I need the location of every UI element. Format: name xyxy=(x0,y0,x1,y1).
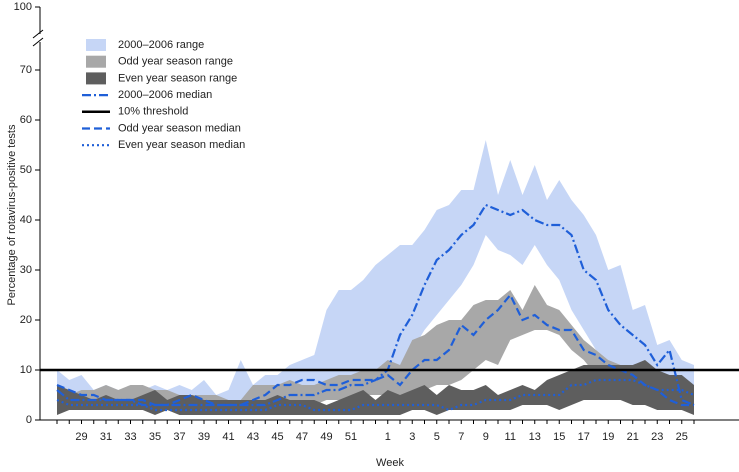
x-tick-label: 47 xyxy=(296,431,308,443)
y-axis-title: Percentage of rotavirus-positive tests xyxy=(6,124,18,305)
y-tick-label: 0 xyxy=(26,414,32,426)
legend-swatch xyxy=(86,55,106,68)
x-tick-label: 39 xyxy=(198,431,210,443)
x-tick-label: 3 xyxy=(409,431,415,443)
x-tick-label: 45 xyxy=(271,431,283,443)
x-tick-label: 41 xyxy=(222,431,234,443)
x-tick-label: 35 xyxy=(149,431,161,443)
legend-label: 10% threshold xyxy=(118,106,188,118)
x-tick-label: 13 xyxy=(529,431,541,443)
x-tick-label: 1 xyxy=(385,431,391,443)
y-tick-label: 30 xyxy=(20,264,32,276)
legend-label: 2000–2006 median xyxy=(118,89,212,101)
y-tick-label: 100 xyxy=(14,1,32,13)
x-tick-label: 23 xyxy=(651,431,663,443)
range-band xyxy=(57,360,694,415)
x-tick-label: 37 xyxy=(173,431,185,443)
x-axis-title: Week xyxy=(376,457,404,469)
axis-break-mark xyxy=(32,37,44,47)
y-tick-label: 50 xyxy=(20,164,32,176)
x-tick-label: 19 xyxy=(602,431,614,443)
axis-break-gap xyxy=(34,34,46,42)
x-tick-label: 31 xyxy=(100,431,112,443)
y-tick-label: 40 xyxy=(20,214,32,226)
legend-label: 2000–2006 range xyxy=(118,39,204,51)
x-tick-label: 25 xyxy=(676,431,688,443)
legend-swatch xyxy=(86,39,106,51)
x-tick-label: 15 xyxy=(553,431,565,443)
x-tick-label: 43 xyxy=(247,431,259,443)
legend-label: Even year season median xyxy=(118,139,245,151)
x-tick-label: 49 xyxy=(320,431,332,443)
legend-label: Odd year season range xyxy=(118,56,233,68)
y-tick-label: 20 xyxy=(20,314,32,326)
x-tick-label: 5 xyxy=(434,431,440,443)
axis-break-mark xyxy=(32,29,44,39)
x-tick-label: 9 xyxy=(483,431,489,443)
x-tick-label: 33 xyxy=(124,431,136,443)
median-line xyxy=(56,292,694,407)
y-tick-label: 10 xyxy=(20,364,32,376)
x-tick-label: 17 xyxy=(578,431,590,443)
legend-label: Odd year season median xyxy=(118,122,241,134)
range-band xyxy=(57,140,694,410)
x-tick-label: 21 xyxy=(627,431,639,443)
legend-label: Even year season range xyxy=(118,72,237,84)
x-tick-label: 51 xyxy=(345,431,357,443)
x-tick-label: 7 xyxy=(458,431,464,443)
y-tick-label: 60 xyxy=(20,114,32,126)
legend-swatch xyxy=(86,72,106,85)
x-tick-label: 29 xyxy=(75,431,87,443)
y-tick-label: 70 xyxy=(20,64,32,76)
x-tick-label: 11 xyxy=(505,431,516,443)
